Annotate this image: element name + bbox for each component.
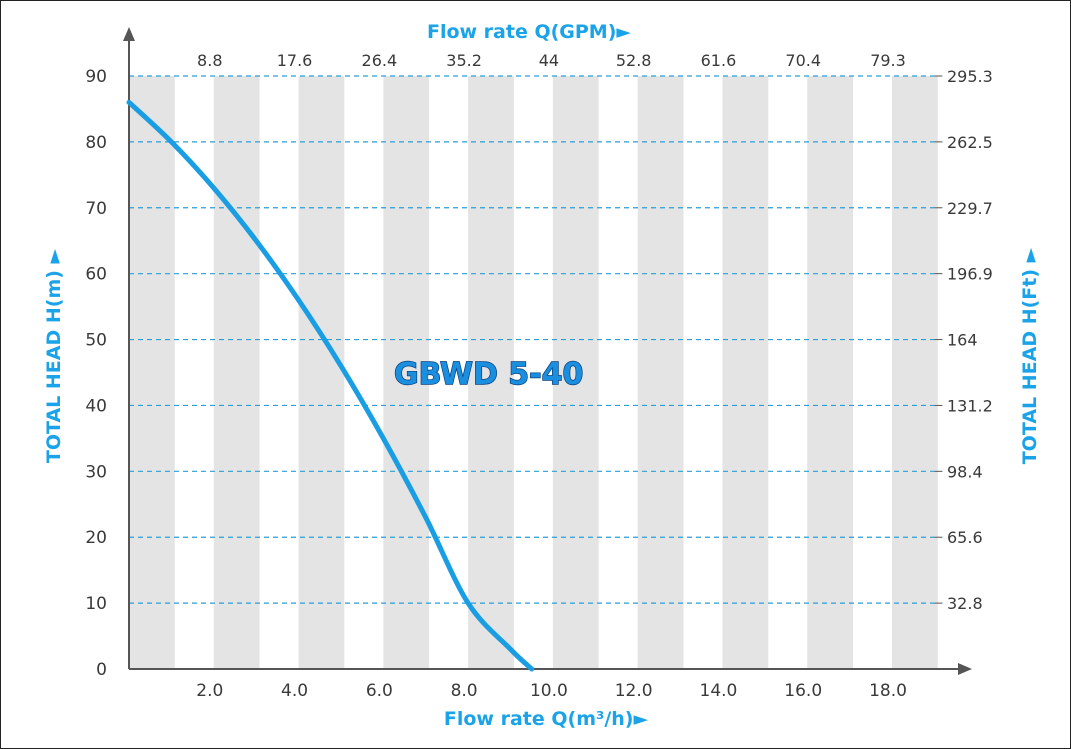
tick-labels: 0 10 32.8 20 65.6 30 98.4 40 131.2 50 164 60 196.9 70…: [85, 51, 992, 701]
y-tick-label: 80: [85, 133, 107, 153]
y2-tick-label: 229.7: [947, 199, 993, 218]
x-tick-label: 10.0: [530, 681, 568, 701]
band: [807, 76, 854, 669]
x-tick-label: 18.0: [869, 681, 907, 701]
band: [637, 76, 684, 669]
x2-axis-title: Flow rate Q(GPM)►: [427, 21, 631, 43]
x2-tick-label: 70.4: [785, 51, 821, 70]
y2-tick-label: 32.8: [947, 594, 983, 613]
band: [552, 76, 599, 669]
x-tick-label: 8.0: [451, 681, 478, 701]
y-tick-label: 10: [85, 594, 107, 614]
y2-tick-label: 131.2: [947, 396, 993, 415]
x2-tick-label: 79.3: [870, 51, 906, 70]
x-tick-label: 14.0: [700, 681, 738, 701]
y-tick-label: 20: [85, 528, 107, 548]
x2-tick-label: 17.6: [277, 51, 313, 70]
y-tick-label: 90: [85, 67, 107, 87]
y2-tick-label: 98.4: [947, 462, 983, 481]
band: [722, 76, 769, 669]
x2-tick-label: 44: [539, 51, 559, 70]
y2-axis-title: TOTAL HEAD H(Ft) ►: [1019, 247, 1041, 464]
band: [213, 76, 260, 669]
x-tick-label: 6.0: [366, 681, 393, 701]
y-tick-label: 60: [85, 265, 107, 285]
y2-tick-label: 262.5: [947, 133, 993, 152]
x-tick-label: 4.0: [281, 681, 308, 701]
y2-tick-label: 295.3: [947, 67, 993, 86]
series-label: GBWD 5-40: [394, 357, 583, 392]
x-tick-label: 12.0: [615, 681, 653, 701]
y-axis-title: TOTAL HEAD H(m) ►: [43, 248, 65, 463]
band: [383, 76, 430, 669]
y-tick-label: 50: [85, 331, 107, 351]
background-bands: [129, 76, 938, 669]
y-tick-label: 30: [85, 462, 107, 482]
band: [298, 76, 345, 669]
band: [129, 76, 175, 669]
y-tick-label: 0: [96, 660, 107, 680]
y-axis-arrow: [123, 27, 135, 41]
x-tick-label: 16.0: [784, 681, 822, 701]
x2-tick-label: 35.2: [446, 51, 482, 70]
y-tick-label: 40: [85, 396, 107, 416]
band: [892, 76, 938, 669]
x-axis-title: Flow rate Q(m³/h)►: [444, 708, 649, 730]
x-axis-arrow: [958, 663, 972, 675]
series-line-gbwd-5-40: [126, 99, 535, 672]
band: [468, 76, 514, 669]
x2-tick-label: 52.8: [616, 51, 652, 70]
x-tick-label: 2.0: [196, 681, 223, 701]
y2-tick-label: 196.9: [947, 265, 993, 284]
x2-tick-label: 8.8: [197, 51, 222, 70]
x2-tick-label: 61.6: [701, 51, 737, 70]
y-tick-label: 70: [85, 199, 107, 219]
y2-tick-label: 164: [947, 331, 978, 350]
x2-tick-label: 26.4: [362, 51, 398, 70]
axes: [123, 27, 972, 675]
y2-tick-label: 65.6: [947, 528, 983, 547]
